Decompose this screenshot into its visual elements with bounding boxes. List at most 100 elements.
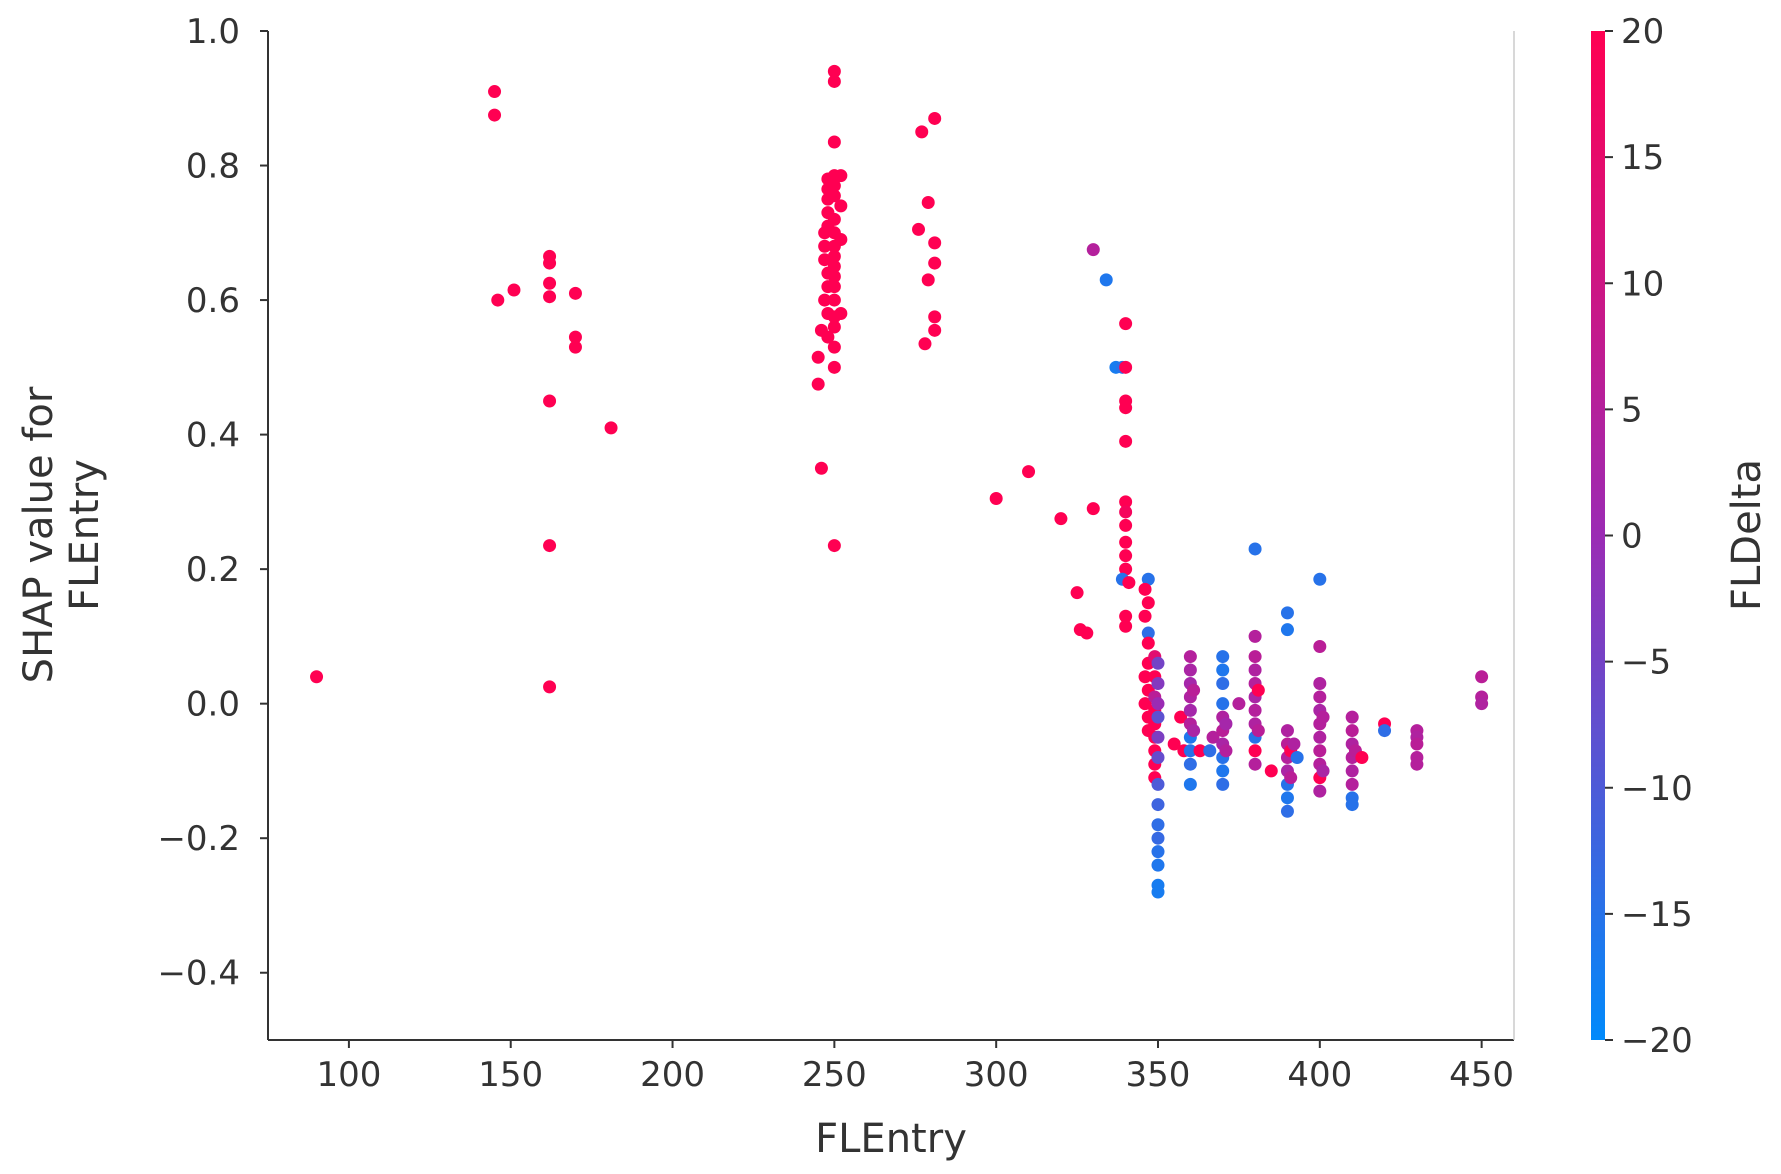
- y-tick-label: −0.2: [157, 819, 240, 859]
- data-point: [811, 377, 825, 391]
- x-tick-label: 450: [1449, 1055, 1514, 1095]
- data-point: [1316, 710, 1330, 724]
- data-point: [1151, 831, 1165, 845]
- data-point: [827, 280, 841, 294]
- data-point: [1141, 626, 1155, 640]
- data-point: [1183, 744, 1197, 758]
- data-point: [928, 236, 942, 250]
- data-point: [1378, 724, 1392, 738]
- data-point: [1183, 757, 1197, 771]
- colorbar-label: FLDelta: [1724, 459, 1770, 611]
- data-point: [488, 108, 502, 122]
- y-tick-label: 0.4: [186, 416, 240, 456]
- data-point: [918, 337, 932, 351]
- data-point: [827, 340, 841, 354]
- data-point: [1187, 683, 1201, 697]
- colorbar-tick-label: −10: [1621, 769, 1693, 809]
- data-point: [827, 189, 841, 203]
- data-point: [1119, 495, 1133, 509]
- y-tick-label: −0.4: [157, 954, 240, 994]
- data-point: [818, 239, 832, 253]
- data-point: [827, 259, 841, 273]
- data-point: [1054, 512, 1068, 526]
- colorbar-tick-label: −20: [1621, 1021, 1693, 1061]
- data-point: [1264, 764, 1278, 778]
- data-point: [1216, 650, 1230, 664]
- data-point: [1151, 750, 1165, 764]
- data-point: [568, 340, 582, 354]
- data-point: [1345, 764, 1359, 778]
- data-point: [1316, 764, 1330, 778]
- data-point: [814, 461, 828, 475]
- data-point: [1141, 636, 1155, 650]
- data-point: [1248, 757, 1262, 771]
- data-point: [834, 307, 848, 321]
- data-point: [1355, 750, 1369, 764]
- data-point: [1138, 670, 1152, 684]
- data-point: [1313, 639, 1327, 653]
- data-point: [1216, 663, 1230, 677]
- data-point: [1080, 626, 1094, 640]
- data-point: [1138, 697, 1152, 711]
- data-point: [989, 492, 1003, 506]
- data-point: [1284, 771, 1298, 785]
- data-point: [827, 249, 841, 263]
- data-point: [1216, 697, 1230, 711]
- data-point: [543, 256, 557, 270]
- data-point: [1475, 670, 1489, 684]
- data-point: [1248, 663, 1262, 677]
- data-point: [821, 330, 835, 344]
- x-tick-label: 100: [316, 1055, 381, 1095]
- data-point: [1151, 858, 1165, 872]
- data-point: [921, 196, 935, 210]
- data-point: [1183, 650, 1197, 664]
- data-point: [827, 135, 841, 149]
- data-point: [1280, 606, 1294, 620]
- data-point: [1206, 730, 1220, 744]
- data-point: [1216, 676, 1230, 690]
- data-point: [1141, 572, 1155, 586]
- y-axis-title-line: SHAP value for: [16, 386, 62, 683]
- data-point: [1151, 730, 1165, 744]
- data-point: [1287, 737, 1301, 751]
- data-point: [915, 125, 929, 139]
- data-point: [1248, 744, 1262, 758]
- y-axis-ticks: −0.4 −0.2 0.0 0.2 0.4 0.6 0.8 1.0: [157, 12, 268, 994]
- data-point: [310, 670, 324, 684]
- data-point: [1119, 518, 1133, 532]
- data-point: [827, 539, 841, 553]
- colorbar-tick-label: 10: [1621, 264, 1664, 304]
- colorbar-tick-label: −5: [1621, 643, 1671, 683]
- colorbar-tick-label: 20: [1621, 12, 1664, 52]
- x-tick-label: 250: [802, 1055, 867, 1095]
- data-point: [1251, 683, 1265, 697]
- data-point: [1183, 777, 1197, 791]
- data-point: [834, 169, 848, 183]
- data-point: [1151, 818, 1165, 832]
- data-point: [1151, 777, 1165, 791]
- y-tick-label: 1.0: [186, 12, 240, 52]
- data-point: [921, 273, 935, 287]
- data-point: [1313, 676, 1327, 690]
- data-point: [1151, 885, 1165, 899]
- data-point: [543, 276, 557, 290]
- data-point: [1232, 697, 1246, 711]
- data-point: [1151, 676, 1165, 690]
- data-point: [1119, 619, 1133, 633]
- y-tick-label: 0.2: [186, 550, 240, 590]
- data-point: [1280, 804, 1294, 818]
- data-point: [1251, 724, 1265, 738]
- data-point: [928, 111, 942, 125]
- data-point: [827, 293, 841, 307]
- data-point: [1151, 845, 1165, 859]
- data-point: [1216, 777, 1230, 791]
- x-tick-label: 200: [640, 1055, 705, 1095]
- data-point: [928, 256, 942, 270]
- data-point: [1475, 697, 1489, 711]
- data-point: [488, 85, 502, 99]
- x-axis-ticks: 100 150 200 250 300 350 400 450: [316, 1040, 1514, 1095]
- data-point: [543, 539, 557, 553]
- data-point: [1345, 710, 1359, 724]
